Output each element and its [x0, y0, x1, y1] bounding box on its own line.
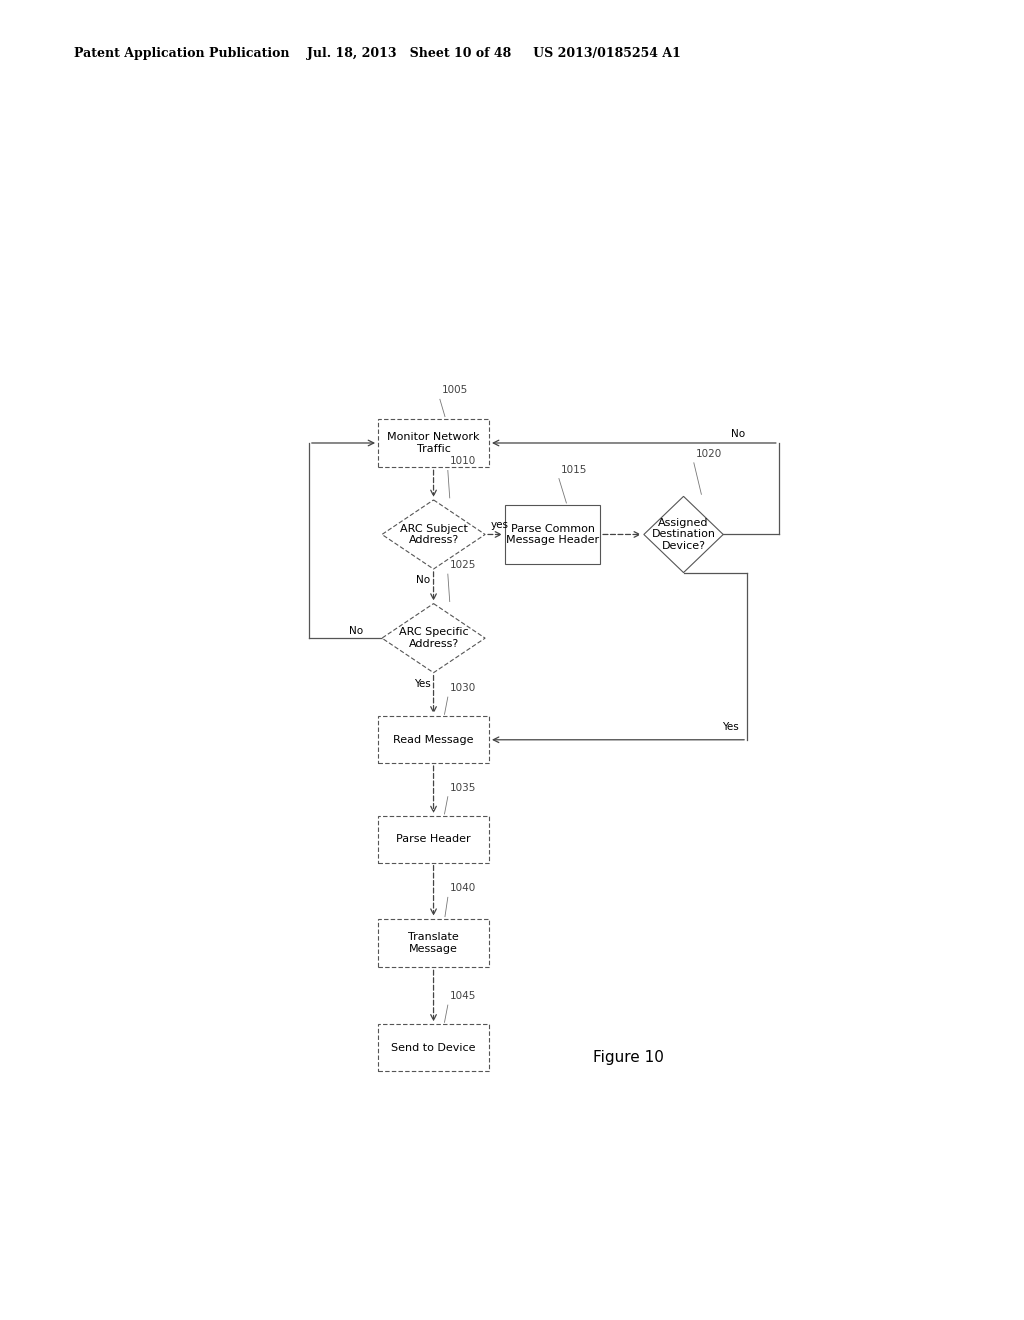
Text: No: No [348, 626, 362, 636]
Text: 1030: 1030 [450, 682, 476, 693]
FancyBboxPatch shape [378, 919, 489, 968]
Text: No: No [731, 429, 745, 438]
Text: ARC Specific
Address?: ARC Specific Address? [398, 627, 468, 649]
FancyBboxPatch shape [378, 717, 489, 763]
Text: 1040: 1040 [450, 883, 476, 894]
FancyBboxPatch shape [505, 506, 600, 564]
Polygon shape [382, 500, 485, 569]
Text: 1005: 1005 [441, 385, 468, 395]
Text: Monitor Network
Traffic: Monitor Network Traffic [387, 432, 480, 454]
Text: 1015: 1015 [560, 465, 587, 474]
Text: Parse Common
Message Header: Parse Common Message Header [506, 524, 599, 545]
Text: Figure 10: Figure 10 [593, 1051, 664, 1065]
FancyBboxPatch shape [378, 816, 489, 863]
Text: 1010: 1010 [450, 457, 476, 466]
Text: 1045: 1045 [450, 991, 476, 1001]
FancyBboxPatch shape [378, 1024, 489, 1071]
Text: yes: yes [490, 520, 509, 531]
Text: Send to Device: Send to Device [391, 1043, 476, 1053]
FancyBboxPatch shape [378, 418, 489, 467]
Text: No: No [416, 576, 430, 585]
Text: 1025: 1025 [450, 560, 476, 570]
Text: 1035: 1035 [450, 783, 476, 792]
Text: Yes: Yes [414, 678, 430, 689]
Polygon shape [382, 603, 485, 673]
Text: Read Message: Read Message [393, 735, 474, 744]
Polygon shape [644, 496, 723, 573]
Text: Yes: Yes [722, 722, 738, 731]
Text: ARC Subject
Address?: ARC Subject Address? [399, 524, 468, 545]
Text: Translate
Message: Translate Message [409, 932, 459, 954]
Text: Patent Application Publication    Jul. 18, 2013   Sheet 10 of 48     US 2013/018: Patent Application Publication Jul. 18, … [74, 46, 681, 59]
Text: Parse Header: Parse Header [396, 834, 471, 845]
Text: Assigned
Destination
Device?: Assigned Destination Device? [651, 517, 716, 550]
Text: 1020: 1020 [695, 449, 722, 459]
